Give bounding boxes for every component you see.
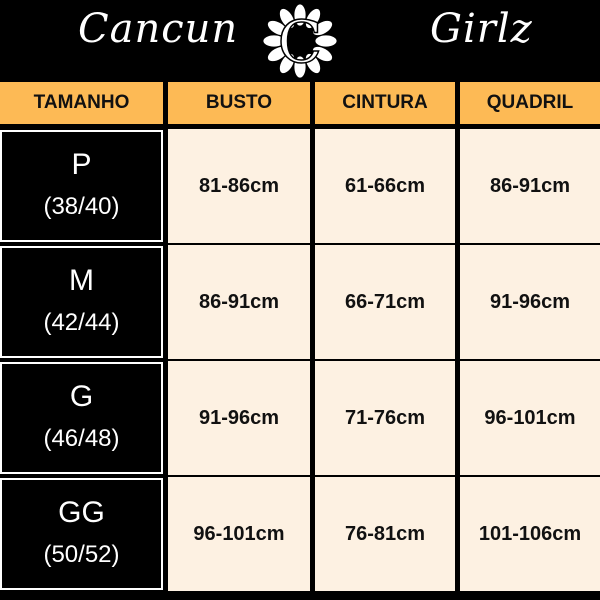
quadril-value: 96-101cm <box>460 361 600 475</box>
header-tamanho: TAMANHO <box>0 82 163 124</box>
size-numeric: (46/48) <box>43 425 120 452</box>
size-label: M <box>69 264 94 297</box>
brand-right-word: Girlz <box>430 6 533 52</box>
quadril-value: 101-106cm <box>460 477 600 591</box>
size-label: P <box>71 148 92 181</box>
header-cintura: CINTURA <box>315 82 455 124</box>
brand-logo-letter: C <box>278 8 322 76</box>
busto-value: 91-96cm <box>168 361 310 475</box>
size-cell: P (38/40) <box>0 130 163 242</box>
brand-header: Cancun C Girlz <box>0 0 600 80</box>
size-label: G <box>69 380 94 413</box>
size-numeric: (50/52) <box>43 541 120 568</box>
cintura-value: 66-71cm <box>315 245 455 359</box>
size-cell: G (46/48) <box>0 362 163 474</box>
busto-value: 96-101cm <box>168 477 310 591</box>
cintura-value: 61-66cm <box>315 129 455 243</box>
size-cell: GG (50/52) <box>0 478 163 590</box>
busto-value: 86-91cm <box>168 245 310 359</box>
cintura-value: 71-76cm <box>315 361 455 475</box>
cintura-value: 76-81cm <box>315 477 455 591</box>
size-numeric: (38/40) <box>43 193 120 220</box>
header-busto: BUSTO <box>168 82 310 124</box>
brand-left-word: Cancun <box>78 6 239 52</box>
size-label: GG <box>58 496 105 529</box>
brand-logo-icon: C <box>263 4 337 78</box>
quadril-value: 91-96cm <box>460 245 600 359</box>
busto-value: 81-86cm <box>168 129 310 243</box>
size-numeric: (42/44) <box>43 309 120 336</box>
quadril-value: 86-91cm <box>460 129 600 243</box>
size-cell: M (42/44) <box>0 246 163 358</box>
header-quadril: QUADRIL <box>460 82 600 124</box>
